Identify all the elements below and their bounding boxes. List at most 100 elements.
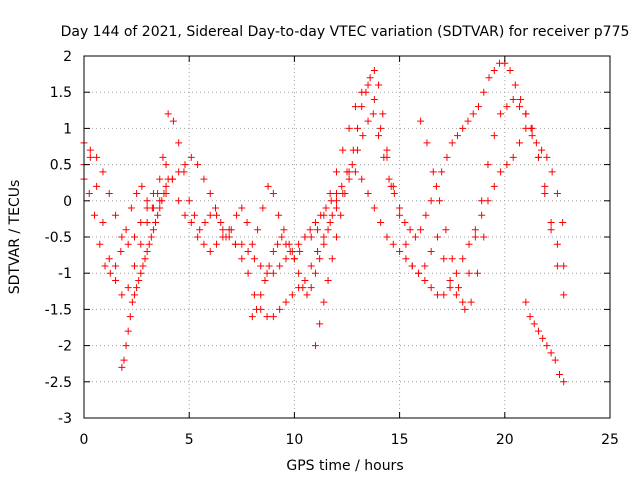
data-point — [269, 313, 277, 321]
data-point — [278, 233, 286, 241]
data-point — [219, 226, 227, 234]
data-point — [332, 197, 340, 205]
data-point — [118, 291, 126, 299]
data-point — [263, 313, 271, 321]
data-point — [248, 313, 256, 321]
data-point — [427, 284, 435, 292]
data-point — [143, 247, 151, 255]
data-point — [314, 226, 322, 234]
data-point — [497, 168, 505, 176]
data-point — [265, 262, 273, 270]
data-point — [201, 219, 209, 227]
data-point — [162, 161, 170, 169]
data-point — [133, 190, 141, 198]
data-point — [396, 211, 404, 219]
data-point — [112, 262, 120, 270]
data-point — [130, 262, 138, 270]
data-point — [181, 161, 189, 169]
data-point — [484, 161, 492, 169]
data-point — [135, 276, 143, 284]
data-point — [538, 146, 546, 154]
series-track-e — [248, 197, 340, 321]
data-point — [473, 269, 481, 277]
data-point — [137, 219, 145, 227]
data-point — [459, 298, 467, 306]
data-point — [556, 371, 564, 379]
data-point — [122, 342, 130, 350]
data-point — [314, 247, 322, 255]
data-point — [118, 233, 126, 241]
data-point — [254, 226, 262, 234]
data-point — [206, 211, 214, 219]
data-point — [377, 124, 385, 132]
data-point — [547, 219, 555, 227]
data-point — [509, 95, 517, 103]
data-point — [465, 269, 473, 277]
data-point — [259, 204, 267, 212]
data-point — [370, 204, 378, 212]
data-point — [484, 197, 492, 205]
data-point — [438, 168, 446, 176]
data-point — [326, 219, 334, 227]
data-point — [467, 298, 475, 306]
data-point — [269, 190, 277, 198]
x-tick-label: 20 — [496, 432, 514, 448]
data-point — [311, 269, 319, 277]
data-point — [364, 190, 372, 198]
data-point — [282, 240, 290, 248]
data-point — [130, 291, 138, 299]
data-point — [250, 291, 258, 299]
data-point — [475, 103, 482, 111]
data-point — [364, 117, 372, 125]
data-point — [543, 342, 551, 350]
data-point — [264, 182, 272, 190]
data-point — [534, 153, 542, 161]
data-point — [219, 233, 227, 241]
y-tick-label: -2 — [58, 339, 72, 355]
data-point — [485, 74, 493, 82]
data-point — [345, 168, 353, 176]
data-point — [85, 190, 93, 198]
y-tick-labels: -3 -2.5 -2 -1.5 -1 -0.5 0 0.5 1 1.5 2 — [45, 49, 72, 427]
data-point — [375, 81, 383, 89]
data-point — [99, 219, 107, 227]
data-point — [181, 211, 189, 219]
data-point — [316, 320, 324, 328]
data-point — [366, 74, 374, 82]
data-point — [338, 182, 346, 190]
data-point — [286, 247, 294, 255]
data-point — [130, 233, 138, 241]
data-point — [432, 182, 440, 190]
data-point — [244, 247, 252, 255]
data-point — [452, 291, 460, 299]
data-point — [290, 255, 298, 263]
data-point — [443, 153, 451, 161]
data-point — [547, 226, 555, 234]
data-point — [516, 139, 524, 147]
data-point — [490, 182, 498, 190]
data-point — [143, 197, 151, 205]
data-point — [194, 233, 202, 241]
x-tick-labels: 0 5 10 15 20 25 — [80, 432, 619, 448]
data-point — [370, 66, 378, 74]
data-point — [506, 66, 514, 74]
data-point — [149, 190, 157, 198]
y-tick-label: 1.5 — [50, 85, 72, 101]
data-point — [117, 247, 125, 255]
data-point — [322, 204, 330, 212]
data-point — [517, 95, 525, 103]
data-point — [301, 233, 309, 241]
data-point — [263, 269, 271, 277]
data-point — [306, 226, 314, 234]
data-point — [377, 219, 385, 227]
data-point — [139, 262, 147, 270]
data-point — [509, 153, 517, 161]
data-point — [257, 262, 265, 270]
data-point — [106, 269, 114, 277]
data-point — [233, 211, 241, 219]
data-point — [560, 378, 568, 386]
data-point — [91, 211, 99, 219]
data-point — [282, 298, 290, 306]
data-point — [559, 219, 567, 227]
data-point — [534, 327, 542, 335]
